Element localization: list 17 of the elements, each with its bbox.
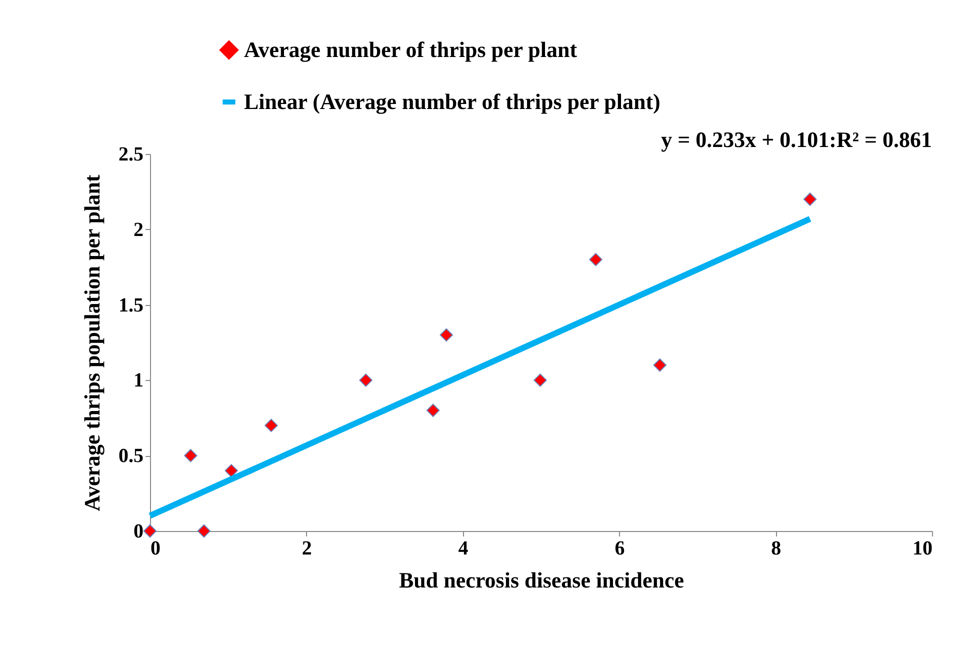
x-tick-label: 4 [458, 538, 468, 560]
legend-label: Linear (Average number of thrips per plant) [244, 89, 660, 114]
text: y = 0.233x + 0.101:R² = 0.861 [661, 127, 932, 152]
y-tick-label: 1.5 [118, 294, 144, 316]
legend-label: Average number of thrips per plant [244, 37, 578, 62]
x-tick-label: 0 [150, 538, 160, 560]
y-tick-label: 1 [134, 370, 144, 392]
x-tick-label: 6 [614, 538, 625, 560]
y-tick-label: 2.5 [118, 144, 144, 166]
x-axis-title: Bud necrosis disease incidence [398, 568, 684, 592]
y-axis-title: Average thrips population per plant [80, 174, 104, 512]
y-tick-label: 0 [134, 520, 144, 542]
x-tick-label: 10 [912, 538, 932, 560]
x-tick-label: 8 [771, 538, 782, 560]
y-tick-label: 2 [134, 218, 144, 241]
x-tick-label: 2 [302, 538, 312, 560]
y-tick-label: 0.5 [118, 445, 144, 468]
